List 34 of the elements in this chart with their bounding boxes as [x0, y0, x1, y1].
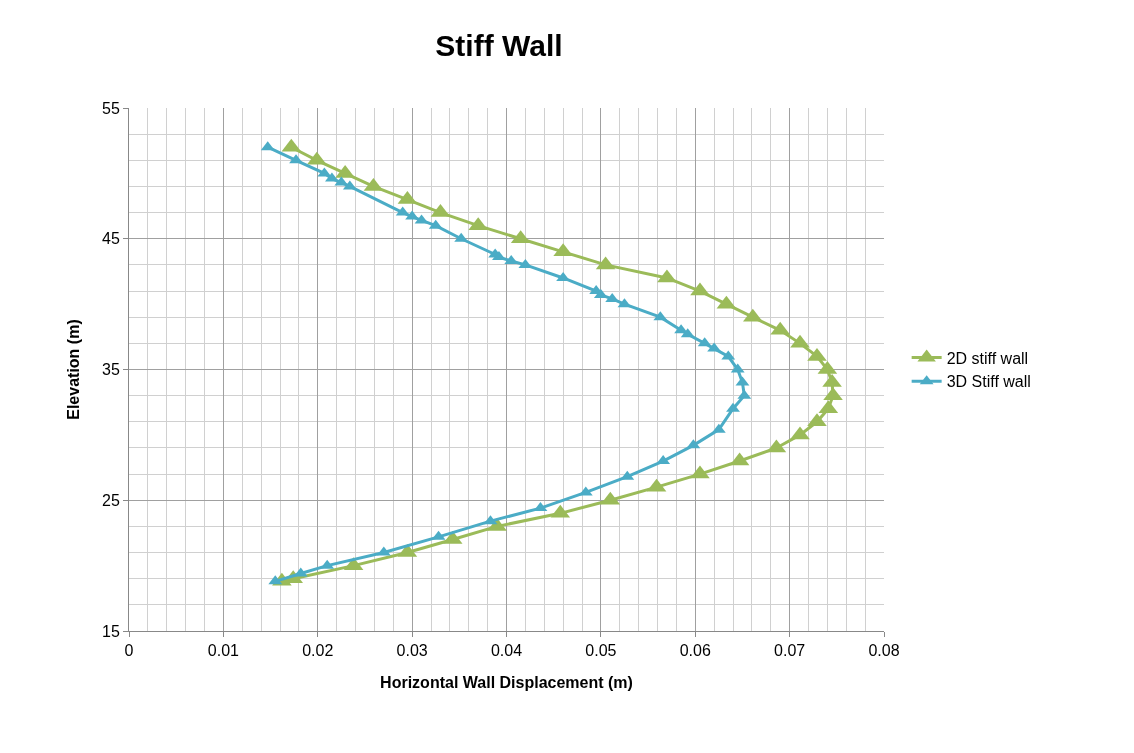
point	[335, 164, 355, 178]
y-tick-label: 15	[102, 622, 120, 640]
y-tick-label: 45	[102, 230, 120, 248]
point	[690, 282, 710, 296]
point	[807, 413, 827, 427]
chart-title: Stiff Wall	[435, 28, 563, 62]
x-tick-label: 0	[124, 642, 134, 660]
point	[307, 151, 327, 165]
x-tick-label: 0.08	[868, 642, 900, 660]
x-tick-label: 0.02	[302, 642, 334, 660]
point	[690, 465, 710, 479]
x-axis-title: Horizontal Wall Displacement (m)	[380, 673, 633, 691]
point	[743, 308, 763, 322]
x-tick-label: 0.07	[774, 642, 806, 660]
point	[790, 334, 810, 348]
point	[790, 426, 810, 440]
point	[657, 269, 677, 283]
point	[553, 243, 573, 257]
legend-label: 3D Stiff wall	[946, 373, 1031, 391]
x-tick-label: 0.04	[490, 642, 523, 660]
y-tick-label: 35	[102, 361, 120, 379]
point	[492, 251, 506, 261]
x-tick-label: 0.03	[396, 642, 428, 660]
x-tick-label: 0.05	[585, 642, 617, 660]
x-tick-label: 0.01	[207, 642, 240, 660]
legend-label: 2D stiff wall	[946, 349, 1029, 367]
y-axis-title: Elevation (m)	[64, 319, 82, 420]
point	[807, 347, 827, 361]
y-tick-label: 55	[102, 99, 120, 117]
point	[770, 321, 790, 335]
y-tick-label: 25	[102, 491, 120, 509]
point	[726, 402, 740, 412]
point	[289, 154, 303, 164]
x-tick-label: 0.06	[679, 642, 711, 660]
